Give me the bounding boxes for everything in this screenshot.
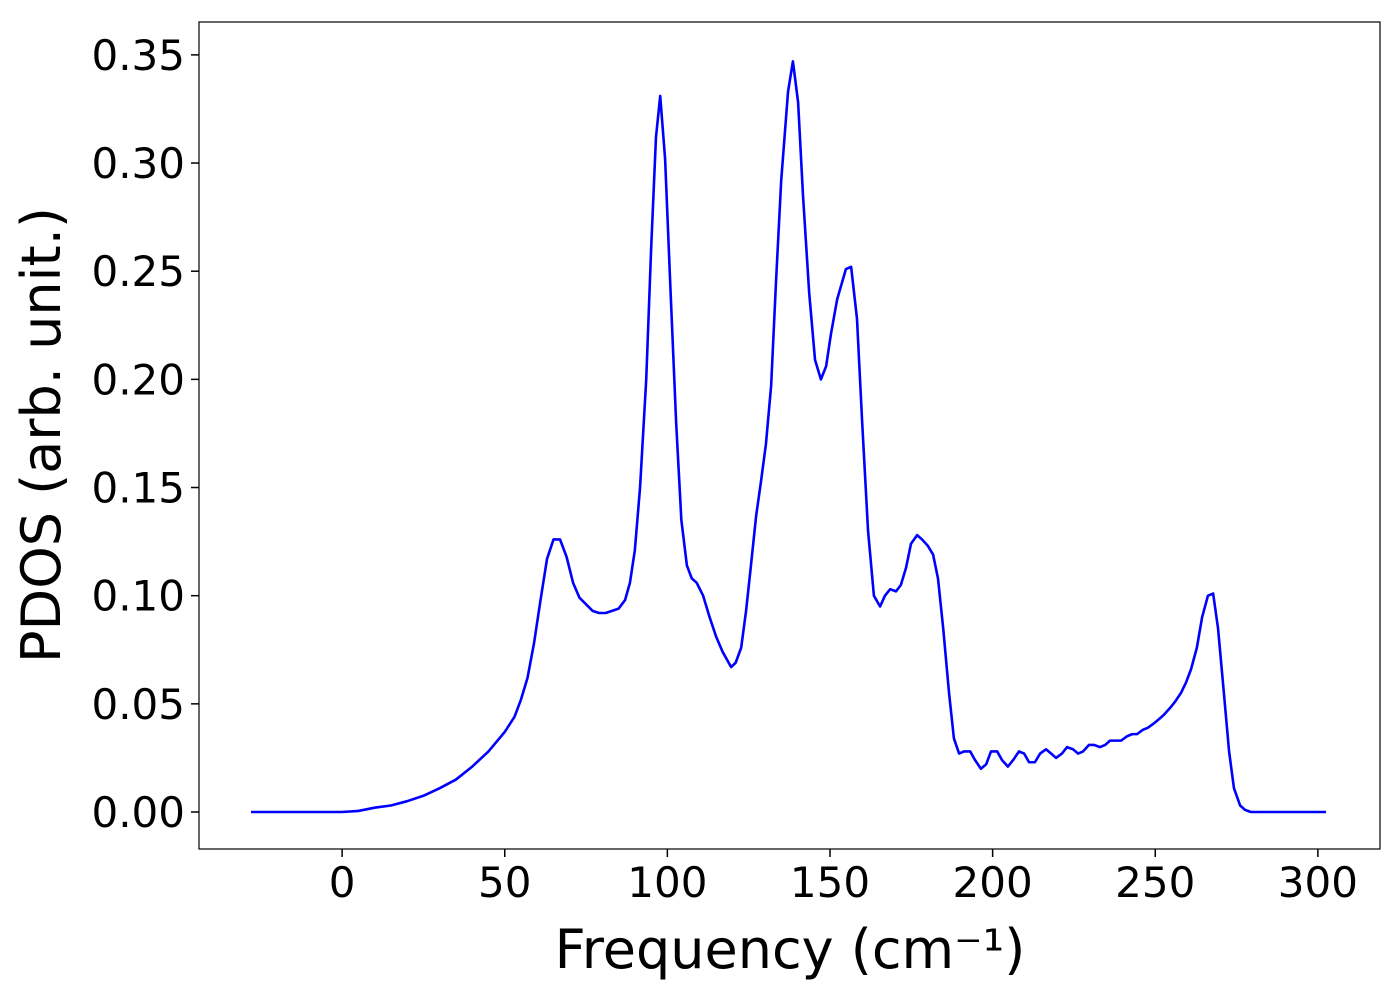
x-tick-label: 50 <box>478 858 531 907</box>
y-tick-label: 0.05 <box>91 680 185 729</box>
x-tick-label: 200 <box>953 858 1033 907</box>
x-axis-label: Frequency (cm⁻¹) <box>555 918 1026 981</box>
x-tick-label: 0 <box>329 858 356 907</box>
x-tick-label: 250 <box>1115 858 1195 907</box>
plot-frame <box>198 21 1381 850</box>
y-axis-label: PDOS (arb. unit.) <box>10 207 73 663</box>
y-tick-label: 0.25 <box>91 247 185 296</box>
y-tick-label: 0.35 <box>91 31 185 80</box>
y-tick-label: 0.30 <box>91 139 185 188</box>
x-tick-label: 100 <box>627 858 707 907</box>
y-tick-label: 0.15 <box>91 464 185 513</box>
data-line <box>251 60 1327 814</box>
y-tick-label: 0.20 <box>91 355 185 404</box>
x-tick-label: 300 <box>1278 858 1358 907</box>
y-tick-label: 0.10 <box>91 572 185 621</box>
y-tick-label: 0.00 <box>91 788 185 837</box>
x-tick-label: 150 <box>790 858 870 907</box>
